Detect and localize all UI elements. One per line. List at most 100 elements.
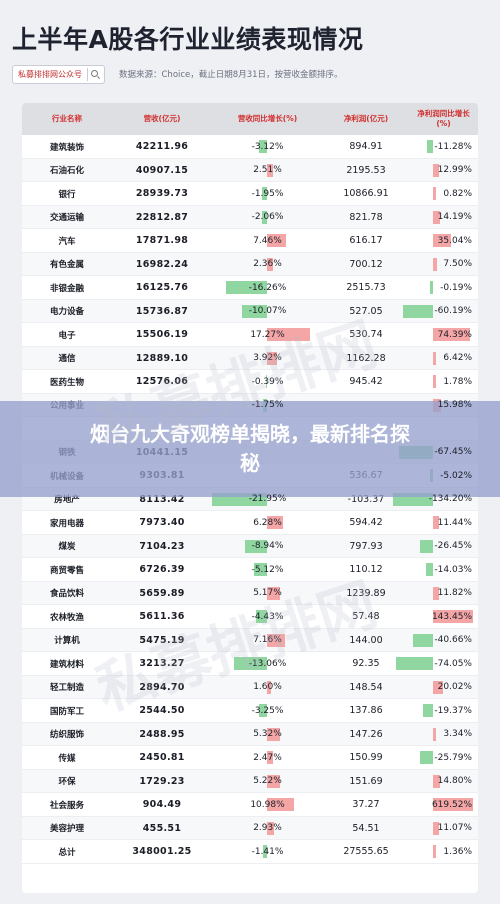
revenue-growth-cell: 2.47% — [212, 746, 323, 770]
net-profit-growth-cell: 35.04% — [409, 229, 478, 253]
table-row: 环保 1729.23 5.22% 151.69 14.80% — [22, 769, 478, 793]
net-profit-growth-value: 7.50% — [443, 259, 472, 270]
industry-name: 纺织服饰 — [49, 730, 84, 741]
header-revenue-growth: 营收同比增长(%) — [237, 114, 298, 123]
revenue-growth-bar — [267, 774, 281, 788]
revenue-growth-cell: -1.95% — [212, 182, 323, 206]
industry-name: 美容护理 — [49, 824, 84, 835]
net-profit-growth-value: -67.45% — [434, 447, 472, 458]
net-profit-growth-cell: 3.34% — [409, 723, 478, 747]
revenue-value: 15736.87 — [135, 305, 189, 317]
net-profit-growth-value: -0.19% — [440, 282, 472, 293]
table-row: 纺织服饰 2488.95 5.32% 147.26 3.34% — [22, 722, 478, 747]
table-row: 国防军工 2544.50 -3.25% 137.86 -19.37% — [22, 699, 478, 723]
brand-search-box[interactable]: 私募排排网公众号 — [12, 64, 105, 84]
search-icon[interactable] — [87, 67, 100, 81]
net-profit-growth-bar — [433, 257, 437, 271]
revenue-value: 16982.24 — [135, 258, 189, 270]
revenue-growth-cell: -3.12% — [212, 135, 323, 159]
net-profit-growth-bar — [425, 563, 433, 576]
revenue-value: 1729.23 — [139, 775, 185, 787]
table-row: 汽车 17871.98 7.46% 616.17 35.04% — [22, 229, 478, 253]
revenue-growth-cell: -1.75% — [212, 394, 323, 418]
net-profit-value: 110.12 — [349, 564, 383, 576]
industry-name: 电子 — [58, 330, 76, 341]
industry-name: 建筑装饰 — [49, 142, 84, 153]
net-profit-growth-value: -26.45% — [434, 541, 472, 552]
revenue-growth-cell: 2.51% — [212, 159, 323, 183]
net-profit-growth-cell: 619.52% — [409, 793, 478, 817]
net-profit-growth-bar — [433, 610, 473, 623]
table-row: 交通运输 22812.87 -2.06% 821.78 14.19% — [22, 205, 478, 230]
table-row: 社会服务 904.49 10.98% 37.27 619.52% — [22, 793, 478, 817]
page-title: 上半年A股各行业业绩表现情况 — [12, 25, 364, 54]
revenue-growth-cell: 2.36% — [212, 253, 323, 277]
net-profit-growth-bar — [433, 798, 473, 811]
net-profit-value: 137.86 — [349, 705, 383, 717]
net-profit-growth-value: -25.79% — [434, 752, 472, 763]
revenue-growth-bar — [267, 727, 281, 741]
net-profit-value: 797.93 — [349, 540, 383, 552]
net-profit-growth-bar — [433, 210, 441, 224]
net-profit-growth-bar — [433, 516, 439, 529]
revenue-growth-cell: -2.06% — [212, 206, 323, 230]
net-profit-growth-bar — [433, 187, 436, 200]
net-profit-growth-value: 1.78% — [443, 376, 472, 387]
net-profit-growth-bar — [433, 375, 436, 388]
net-profit-growth-bar — [433, 586, 439, 600]
net-profit-growth-cell: -19.37% — [409, 699, 478, 723]
net-profit-value: 616.17 — [349, 235, 383, 247]
revenue-growth-bar — [267, 516, 283, 529]
revenue-growth-value: 17.27% — [250, 329, 285, 340]
net-profit-growth-cell: 74.39% — [409, 323, 478, 347]
net-profit-growth-bar — [433, 328, 471, 341]
revenue-value: 42211.96 — [135, 141, 189, 153]
table-row: 电子 15506.19 17.27% 530.74 74.39% — [22, 323, 478, 347]
header-revenue: 营收(亿元) — [143, 114, 181, 123]
industry-name: 电力设备 — [49, 307, 84, 318]
net-profit-growth-bar — [433, 163, 440, 177]
net-profit-growth-value: 0.82% — [443, 188, 472, 199]
revenue-value: 28939.73 — [135, 188, 189, 200]
revenue-growth-value: 1.60% — [253, 682, 282, 693]
table-row: 医药生物 12576.06 -0.39% 945.42 1.78% — [22, 370, 478, 394]
net-profit-growth-cell: -60.19% — [402, 300, 478, 324]
revenue-growth-bar — [267, 680, 271, 694]
revenue-value: 3213.27 — [139, 658, 185, 670]
revenue-growth-value: 5.22% — [253, 776, 282, 787]
revenue-growth-bar — [267, 328, 311, 341]
table-row: 建筑装饰 42211.96 -3.12% 894.91 -11.28% — [22, 135, 478, 159]
net-profit-value: 54.51 — [352, 822, 380, 834]
net-profit-growth-value: -134.20% — [428, 494, 472, 505]
table-row: 银行 28939.73 -1.95% 10866.91 0.82% — [22, 182, 478, 206]
revenue-growth-bar — [255, 610, 267, 623]
table-row: 煤炭 7104.23 -8.94% 797.93 -26.45% — [22, 534, 478, 558]
table-row: 传媒 2450.81 2.47% 150.99 -25.79% — [22, 746, 478, 770]
net-profit-growth-cell: 15.98% — [409, 394, 478, 418]
industry-name: 总计 — [58, 847, 76, 858]
revenue-value: 5611.36 — [139, 611, 185, 623]
net-profit-growth-value: 143.45% — [431, 611, 472, 622]
net-profit-value: 150.99 — [349, 752, 383, 764]
revenue-growth-bar — [234, 657, 267, 670]
revenue-growth-cell: 2.93% — [212, 817, 323, 841]
net-profit-growth-bar — [430, 281, 433, 294]
revenue-growth-value: -2.06% — [251, 212, 284, 223]
industry-name: 传媒 — [58, 753, 76, 764]
industry-name: 社会服务 — [49, 800, 84, 811]
table-row: 石油石化 40907.15 2.51% 2195.53 12.99% — [22, 158, 478, 183]
net-profit-growth-cell: 11.82% — [409, 582, 478, 606]
industry-name: 环保 — [58, 777, 76, 788]
revenue-value: 6726.39 — [139, 564, 185, 576]
net-profit-growth-bar — [419, 539, 433, 553]
net-profit-growth-bar — [420, 751, 433, 764]
net-profit-growth-value: 35.04% — [437, 235, 472, 246]
net-profit-growth-cell: 6.42% — [409, 347, 478, 371]
revenue-value: 904.49 — [142, 799, 182, 811]
revenue-value: 12889.10 — [135, 352, 189, 364]
revenue-growth-cell: -10.07% — [212, 300, 323, 324]
revenue-growth-cell: 3.92% — [212, 347, 323, 371]
net-profit-growth-cell: 7.50% — [409, 253, 478, 277]
revenue-growth-value: 5.17% — [253, 588, 282, 599]
revenue-growth-value: 7.16% — [253, 635, 282, 646]
